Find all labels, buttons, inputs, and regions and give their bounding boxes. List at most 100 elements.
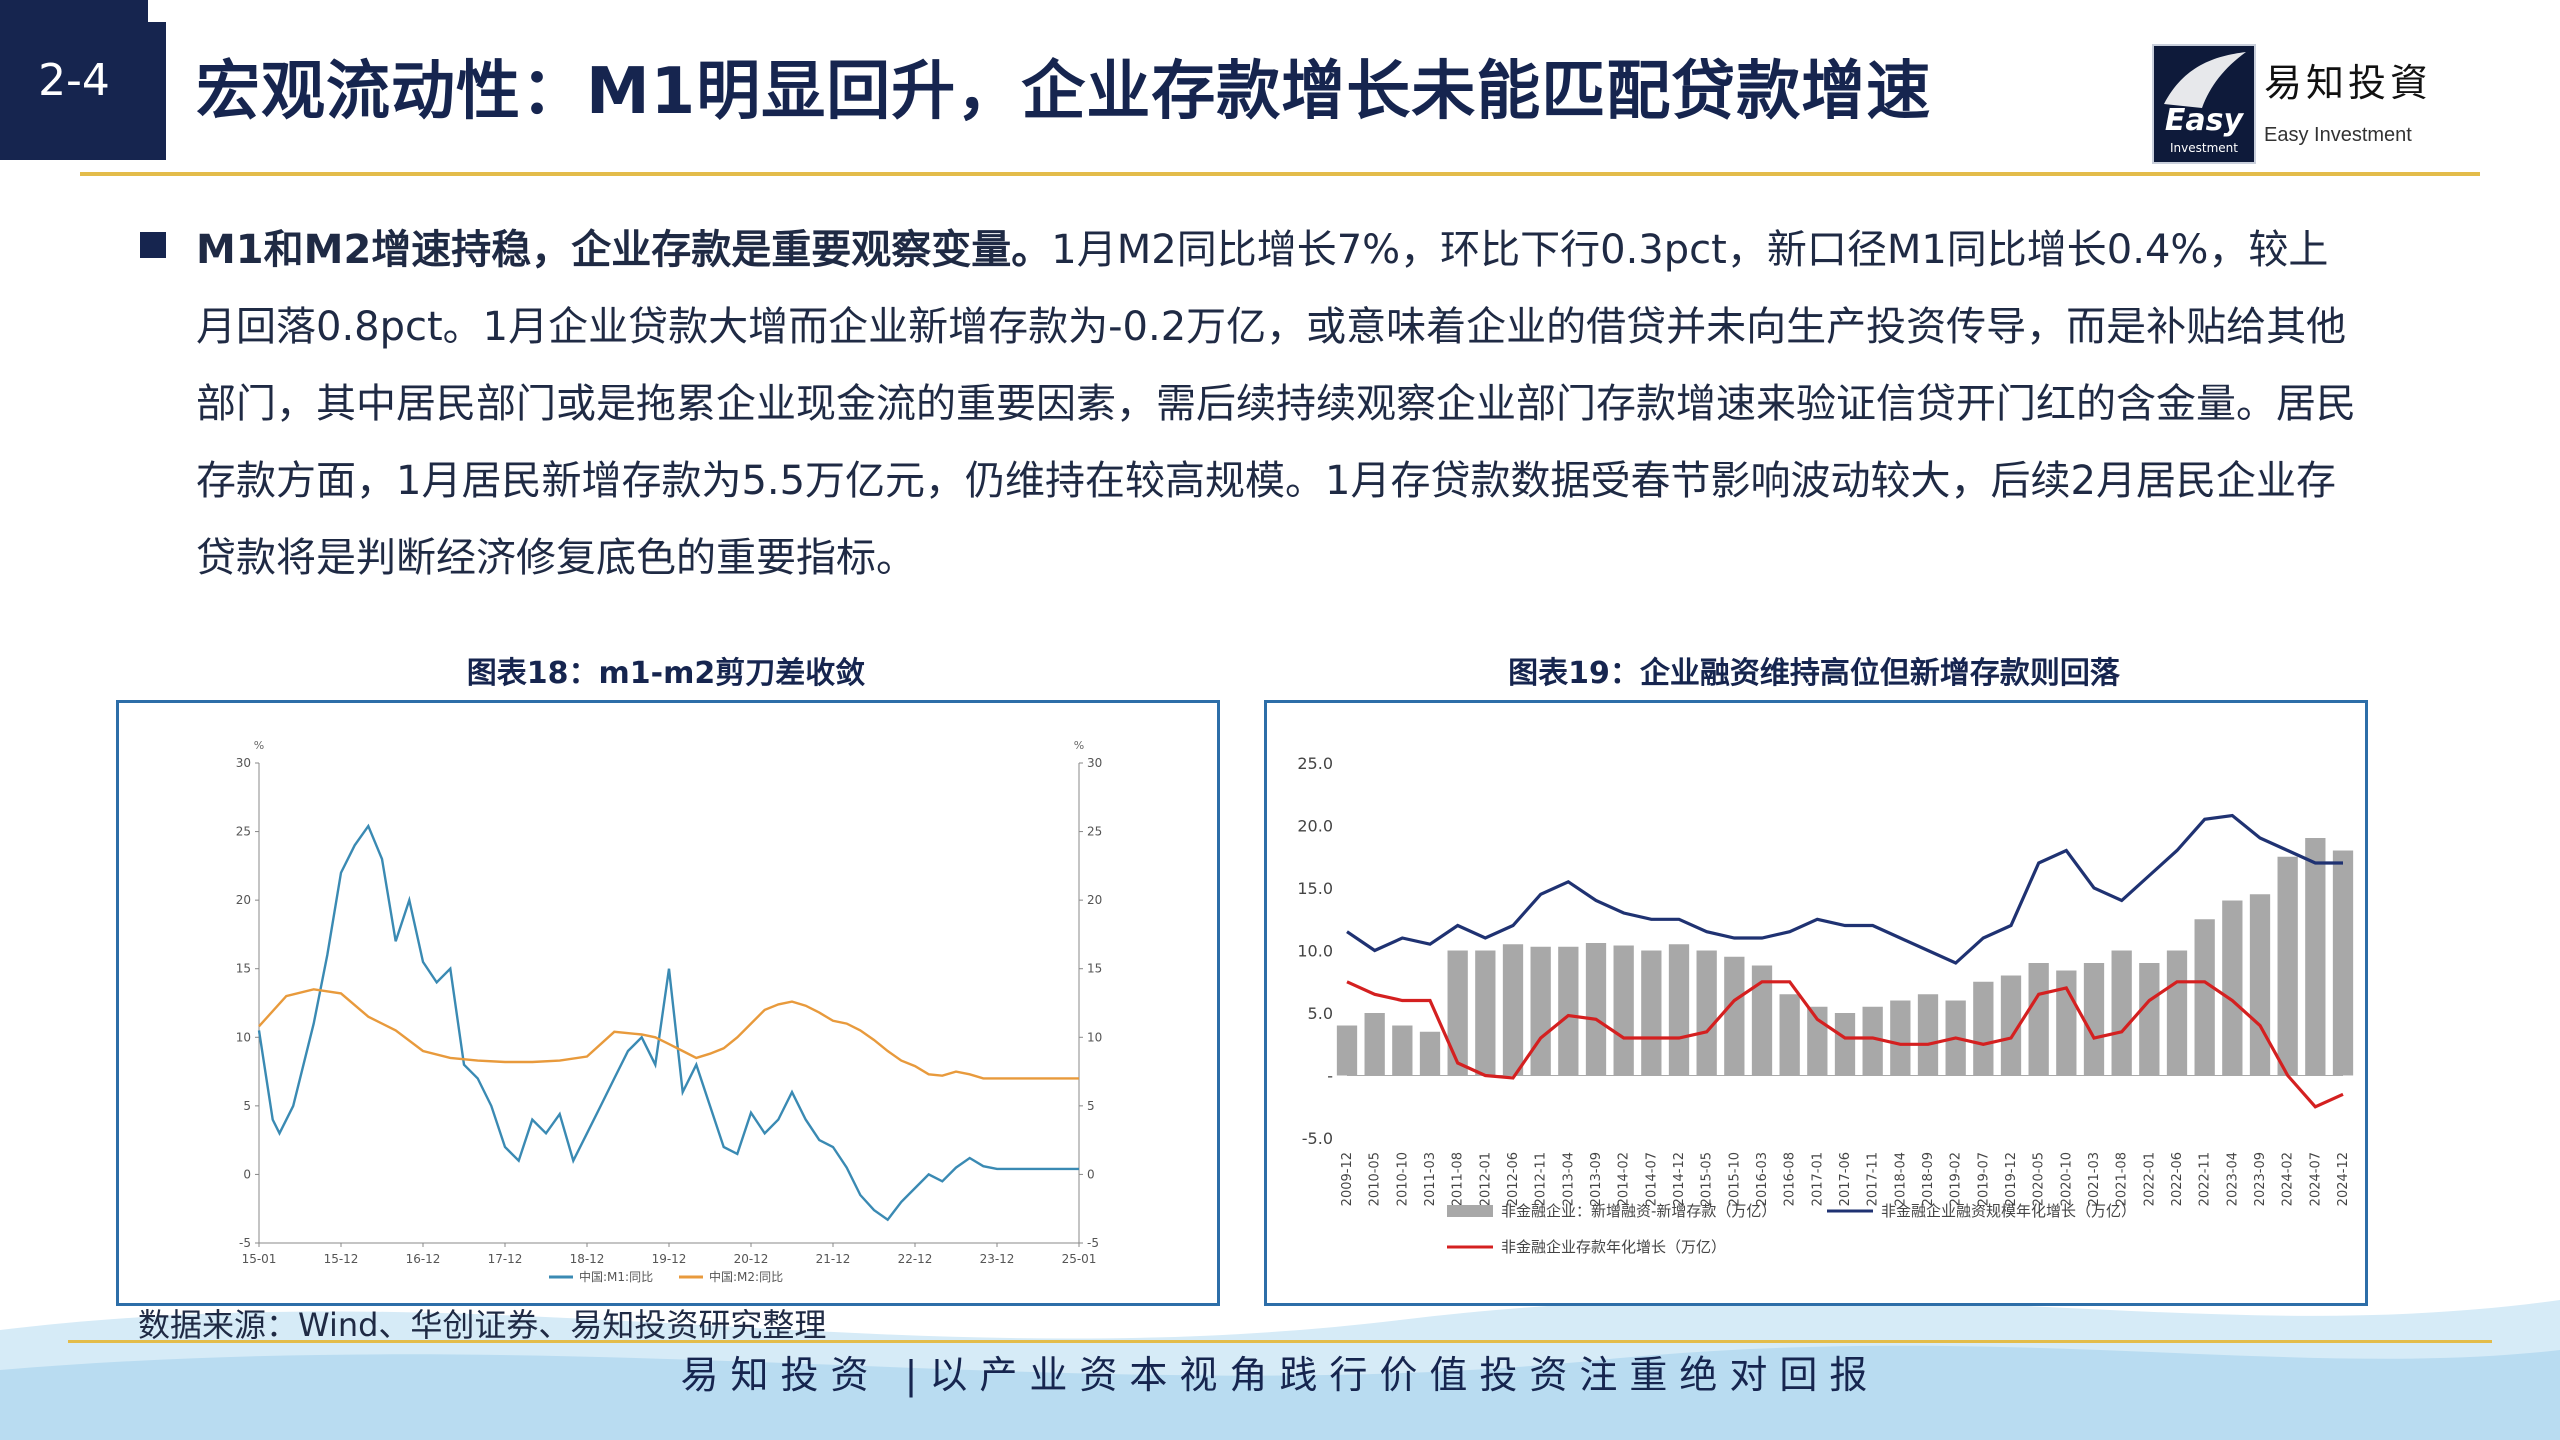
x-tick-label: 2024-07 bbox=[2308, 1152, 2323, 1206]
y-tick-label-left: 25 bbox=[236, 825, 251, 839]
x-tick-label: 2015-05 bbox=[1700, 1152, 1715, 1206]
bar-new-financing-minus-deposits bbox=[1890, 1000, 1911, 1076]
x-tick-label: 25-01 bbox=[1062, 1252, 1097, 1266]
logo-english-name: Easy Investment bbox=[2264, 124, 2412, 146]
x-tick-label: 20-12 bbox=[734, 1252, 769, 1266]
x-tick-label: 2012-11 bbox=[1534, 1152, 1549, 1206]
bar-new-financing-minus-deposits bbox=[1613, 945, 1634, 1076]
company-logo: Easy Investment 易知投資 Easy Investment bbox=[2152, 44, 2452, 164]
x-tick-label: 2019-07 bbox=[1976, 1152, 1991, 1206]
logo-mark-subtext: Investment bbox=[2170, 141, 2238, 155]
x-tick-label: 2017-01 bbox=[1810, 1152, 1825, 1206]
bar-new-financing-minus-deposits bbox=[2028, 963, 2049, 1076]
bar-new-financing-minus-deposits bbox=[2056, 970, 2077, 1076]
x-tick-label: 22-12 bbox=[898, 1252, 933, 1266]
bar-new-financing-minus-deposits bbox=[2305, 838, 2326, 1076]
y-axis-unit-right: % bbox=[1074, 739, 1084, 752]
bar-new-financing-minus-deposits bbox=[1585, 943, 1607, 1076]
x-tick-label: 23-12 bbox=[980, 1252, 1015, 1266]
x-tick-label: 2013-09 bbox=[1589, 1152, 1604, 1206]
chart-19-title: 图表19：企业融资维持高位但新增存款则回落 bbox=[1508, 656, 2120, 691]
y-tick-label-right: 5 bbox=[1087, 1099, 1095, 1113]
x-tick-label: 2016-08 bbox=[1783, 1152, 1798, 1206]
bar-new-financing-minus-deposits bbox=[1779, 994, 1800, 1076]
x-tick-label: 2014-02 bbox=[1617, 1152, 1632, 1206]
y-tick-label-right: 15 bbox=[1087, 962, 1102, 976]
y-tick-label: 15.0 bbox=[1297, 879, 1333, 898]
title-divider bbox=[80, 172, 2480, 176]
bar-new-financing-minus-deposits bbox=[1917, 994, 1939, 1076]
x-tick-label: 2023-04 bbox=[2225, 1152, 2240, 1206]
x-tick-label: 2019-02 bbox=[1949, 1152, 1964, 1206]
bar-new-financing-minus-deposits bbox=[1751, 965, 1773, 1076]
bar-new-financing-minus-deposits bbox=[1641, 950, 1662, 1076]
bar-new-financing-minus-deposits bbox=[2000, 975, 2022, 1076]
bar-new-financing-minus-deposits bbox=[1696, 950, 1717, 1076]
bar-new-financing-minus-deposits bbox=[1558, 946, 1579, 1076]
series-line-deposit-growth bbox=[1346, 980, 2344, 1109]
x-tick-label: 18-12 bbox=[570, 1252, 605, 1266]
bar-new-financing-minus-deposits bbox=[1668, 944, 1690, 1076]
bar-new-financing-minus-deposits bbox=[2111, 950, 2132, 1076]
chart-18-svg: % % -5 -5 0 0 5 5 10 10 15 15 20 20 25 25 30 30 15-01 15-12… bbox=[236, 739, 1103, 1284]
series-line-m1 bbox=[257, 823, 1079, 1222]
x-tick-label: 2018-04 bbox=[1893, 1152, 1908, 1206]
y-tick-label-left: 20 bbox=[236, 893, 251, 907]
y-tick-label: 25.0 bbox=[1297, 754, 1333, 773]
bar-new-financing-minus-deposits bbox=[1392, 1025, 1413, 1076]
legend-label: 非金融企业融资规模年化增长（万亿） bbox=[1881, 1202, 2136, 1220]
series-line-m2 bbox=[258, 988, 1079, 1080]
x-tick-label: 2011-08 bbox=[1451, 1152, 1466, 1206]
x-tick-label: 2016-03 bbox=[1755, 1152, 1770, 1206]
logo-chinese-name: 易知投資 bbox=[2264, 61, 2433, 105]
body-lead: M1和M2增速持稳，企业存款是重要观察变量。 bbox=[196, 227, 1052, 273]
y-tick-label-left: -5 bbox=[239, 1236, 251, 1250]
x-tick-label: 2018-09 bbox=[1921, 1152, 1936, 1206]
y-tick-label-left: 10 bbox=[236, 1030, 251, 1044]
series-line-financing-growth bbox=[1346, 813, 2343, 965]
y-tick-label: -5.0 bbox=[1302, 1129, 1333, 1148]
bar-new-financing-minus-deposits bbox=[2332, 850, 2354, 1076]
chart-19-panel: -5.0-5.0 10.0 15.0 20.0 25.0 2009-12 2010-05 20… bbox=[1264, 700, 2368, 1306]
x-tick-label: 15-01 bbox=[242, 1252, 277, 1266]
y-tick-label: 10.0 bbox=[1297, 942, 1333, 961]
y-tick-label-left: 0 bbox=[243, 1167, 251, 1181]
x-tick-label: 2023-09 bbox=[2253, 1152, 2268, 1206]
y-tick-label-right: 10 bbox=[1087, 1030, 1102, 1044]
chart-18-panel: %% -5 -5 0 0 5 5 10 10 15 15 20 20 25 25 30 30 15-01 15-12… bbox=[116, 700, 1220, 1306]
legend-label: 非金融企业：新增融资-新增存款（万亿） bbox=[1501, 1202, 1776, 1220]
legend-label: 非金融企业存款年化增长（万亿） bbox=[1501, 1238, 1726, 1256]
y-tick-label-right: 20 bbox=[1087, 893, 1102, 907]
bar-new-financing-minus-deposits bbox=[1336, 1025, 1358, 1076]
bar-new-financing-minus-deposits bbox=[1530, 946, 1551, 1076]
x-tick-label: 2020-10 bbox=[2059, 1152, 2074, 1206]
y-tick-label-left: 30 bbox=[236, 756, 251, 770]
bar-new-financing-minus-deposits bbox=[2222, 900, 2243, 1076]
legend-swatch bbox=[1447, 1205, 1493, 1217]
y-tick-label: 20.0 bbox=[1297, 817, 1333, 836]
bar-new-financing-minus-deposits bbox=[2139, 963, 2160, 1076]
y-tick-label-right: -5 bbox=[1087, 1236, 1099, 1250]
bar-new-financing-minus-deposits bbox=[1834, 1013, 1856, 1076]
y-tick-label: - bbox=[1327, 1067, 1333, 1086]
bar-new-financing-minus-deposits bbox=[2083, 963, 2105, 1076]
legend-label: 中国:M2:同比 bbox=[709, 1269, 783, 1284]
x-tick-label: 2012-01 bbox=[1478, 1152, 1493, 1206]
bar-new-financing-minus-deposits bbox=[1862, 1006, 1883, 1076]
x-tick-label: 17-12 bbox=[488, 1252, 523, 1266]
bar-new-financing-minus-deposits bbox=[2277, 856, 2298, 1076]
x-tick-label: 2021-03 bbox=[2087, 1152, 2102, 1206]
x-tick-label: 2022-06 bbox=[2170, 1152, 2185, 1206]
bar-new-financing-minus-deposits bbox=[2166, 950, 2188, 1076]
x-tick-label: 21-12 bbox=[816, 1252, 851, 1266]
y-tick-label-right: 0 bbox=[1087, 1167, 1095, 1181]
y-tick-label: 5.0 bbox=[1308, 1004, 1333, 1023]
x-tick-label: 2013-04 bbox=[1561, 1152, 1576, 1206]
x-tick-label: 2019-12 bbox=[2004, 1152, 2019, 1206]
x-tick-label: 2010-10 bbox=[1395, 1152, 1410, 1206]
slide-number: 2-4 bbox=[0, 0, 148, 160]
x-tick-label: 2024-02 bbox=[2281, 1152, 2296, 1206]
bar-new-financing-minus-deposits bbox=[1419, 1031, 1441, 1076]
bar-new-financing-minus-deposits bbox=[1447, 950, 1468, 1076]
